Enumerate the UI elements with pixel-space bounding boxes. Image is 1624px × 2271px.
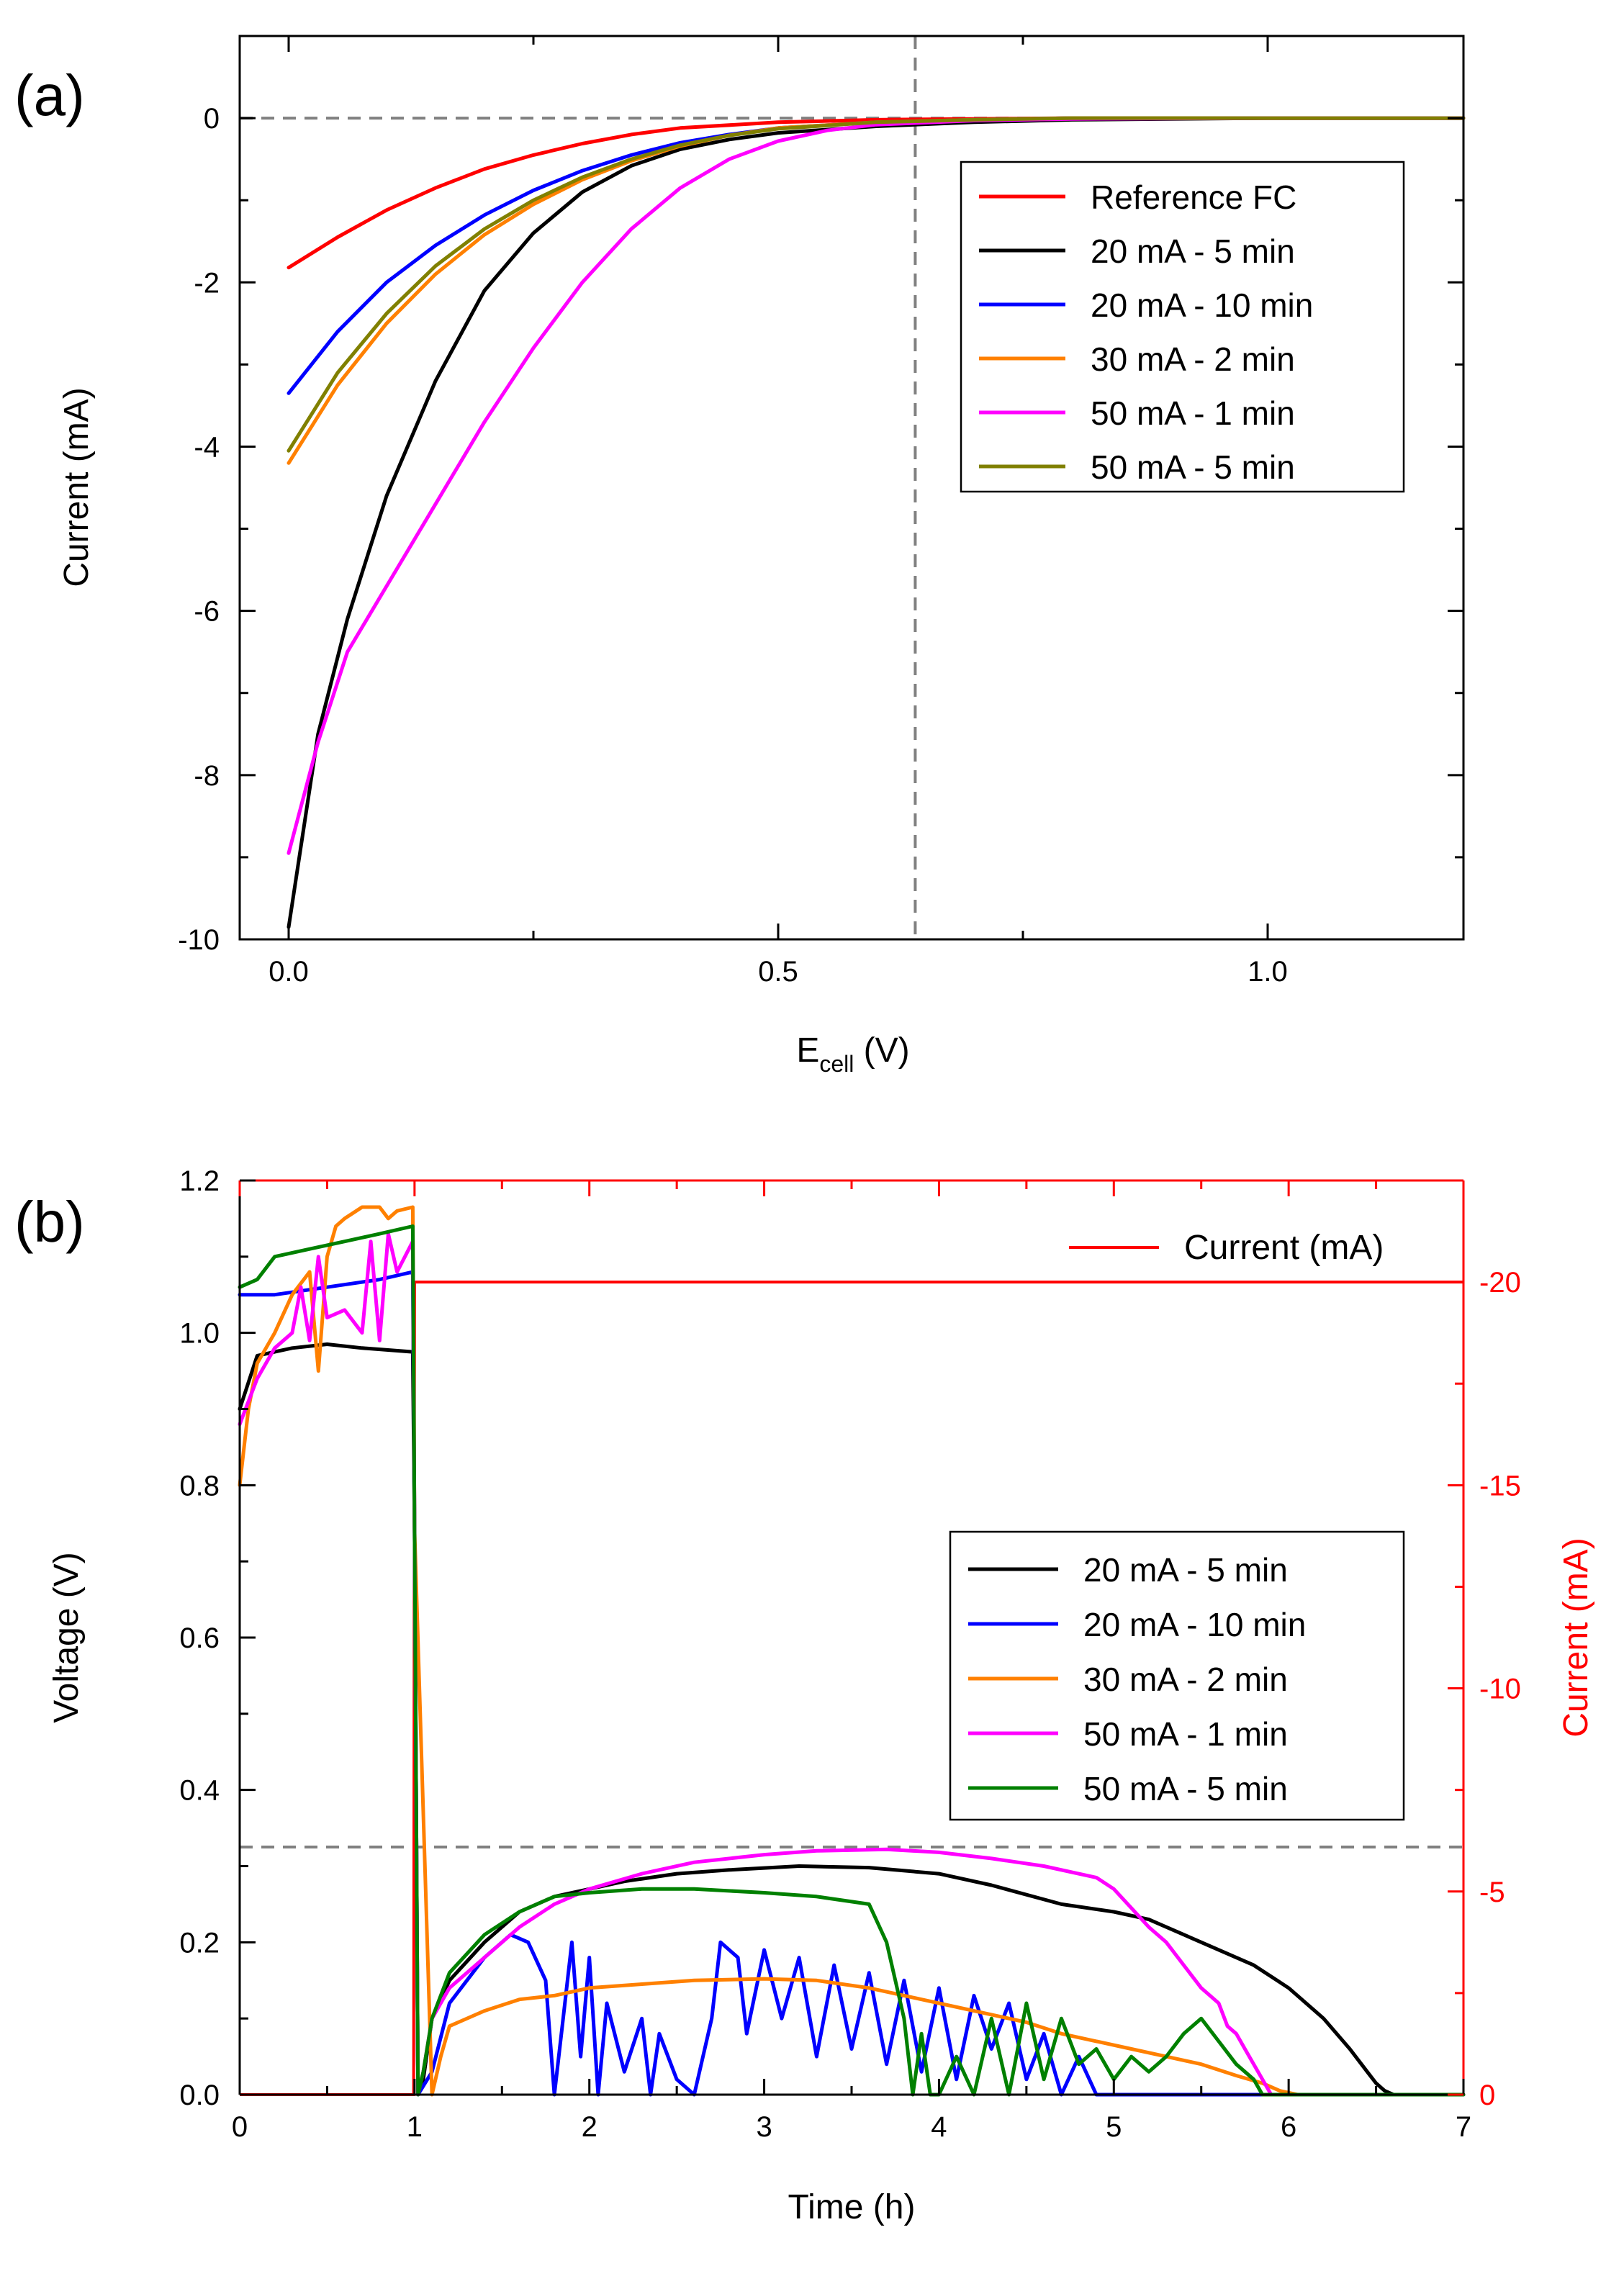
panel-b-plot-area: 0 1 2 3 4 5 6 7 0.0 0.2 0.4 0.6 0.8 1.0 1.2 0 -5 -10 -15 -2… [179,1165,1520,2143]
panel-a-legend-label: Reference FC [1091,179,1296,216]
panel-a-frame [238,35,1465,941]
panel-b-legend-label: 20 mA - 5 min [1083,1551,1288,1589]
panel-b-y2tick-label: 0 [1479,2080,1495,2111]
panel-b-ytick-label: 1.2 [179,1165,220,1197]
panel-a-ytick-label: 0 [204,103,220,135]
panel-a-ytick-label: -6 [194,596,220,628]
panel-b-legend-label: 50 mA - 1 min [1083,1715,1288,1753]
panel-a-xlabel-unit: (V) [854,1031,909,1070]
panel-a-ytick-label: -10 [178,924,220,956]
panel-a-legend-box [960,161,1405,493]
panel-b-y2label: Current (mA) [1557,1538,1595,1737]
panel-a-legend-label: 50 mA - 5 min [1091,448,1295,486]
panel-b-current-legend: Current (mA) [1069,1229,1384,1267]
panel-b-legend-label: 30 mA - 2 min [1083,1661,1288,1698]
panel-a-xtick-label: 0.5 [758,956,798,988]
panel-b-legend-label: 20 mA - 10 min [1083,1606,1306,1643]
panel-b-xtick-label: 0 [232,2111,248,2143]
panel-b-xtick-label: 3 [756,2111,772,2143]
panel-b-ytick-label: 0.8 [179,1470,220,1502]
panel-a-xlabel-sub: cell [819,1051,854,1077]
panel-b-y2tick-label: -10 [1479,1674,1521,1705]
panel-a-legend-label: 20 mA - 5 min [1091,232,1295,270]
panel-a-legend-label: 20 mA - 10 min [1091,286,1313,324]
panel-b-xtick-label: 7 [1456,2111,1471,2143]
panel-b-ylabel: Voltage (V) [48,1552,86,1723]
panel-b-label: (b) [14,1190,85,1254]
panel-a-xtick-label: 0.0 [269,956,309,988]
panel-a-legend-label: 30 mA - 2 min [1091,340,1295,378]
panel-a-series-50-ma-5-min [287,116,1466,453]
panel-b-ytick-label: 0.0 [179,2080,220,2111]
panel-b: (b) 0 1 2 3 4 5 6 7 0.0 0.2 0.4 0.6 0.8 1.0 1.2 0 -5 -10 -… [14,1165,1595,2226]
panel-a-xtick-label: 1.0 [1248,956,1288,988]
panel-b-legend: 20 mA - 5 min 20 mA - 10 min 30 mA - 2 min… [949,1530,1405,1821]
panel-b-xlabel: Time (h) [788,2188,916,2226]
panel-a-xlabel-main: E [796,1031,819,1070]
panel-b-current-legend-label: Current (mA) [1184,1229,1384,1267]
panel-b-series-50-ma-1-min [238,1232,1466,2097]
panel-b-xtick-label: 4 [931,2111,947,2143]
panel-b-xtick-label: 6 [1281,2111,1296,2143]
panel-b-y2tick-label: -15 [1479,1470,1521,1502]
panel-a-ytick-label: -4 [194,431,220,463]
panel-b-y2tick-label: -20 [1479,1267,1521,1299]
panel-b-series-20-ma-10-min [238,1270,1466,2097]
panel-b-y2tick-label: -5 [1479,1877,1505,1908]
panel-a-legend-label: 50 mA - 1 min [1091,394,1295,432]
panel-b-xtick-label: 1 [407,2111,423,2143]
panel-a-ytick-label: -8 [194,760,220,792]
panel-b-ytick-label: 0.6 [179,1622,220,1654]
panel-b-ytick-label: 0.4 [179,1775,220,1807]
panel-b-ytick-label: 1.0 [179,1318,220,1350]
panel-b-xtick-label: 5 [1106,2111,1122,2143]
panel-a-label: (a) [14,63,85,127]
panel-b-xtick-label: 2 [582,2111,597,2143]
panel-b-ytick-label: 0.2 [179,1927,220,1959]
panel-b-legend-box [949,1530,1405,1821]
panel-a-legend: Reference FC 20 mA - 5 min 20 mA - 10 min 3… [960,161,1405,493]
panel-a-ylabel: Current (mA) [58,387,96,587]
panel-a-plot-area: 0.0 0.5 1.0 -10 -8 -6 -4 -2 0 [178,35,1466,988]
panel-b-legend-label: 50 mA - 5 min [1083,1770,1288,1807]
panel-a-xlabel: Ecell (V) [796,1031,909,1077]
panel-a-ytick-label: -2 [194,267,220,299]
panel-a: (a) 0.0 0.5 1.0 -10 -8 -6 -4 -2 0 Current (mA) E… [14,35,1466,1077]
